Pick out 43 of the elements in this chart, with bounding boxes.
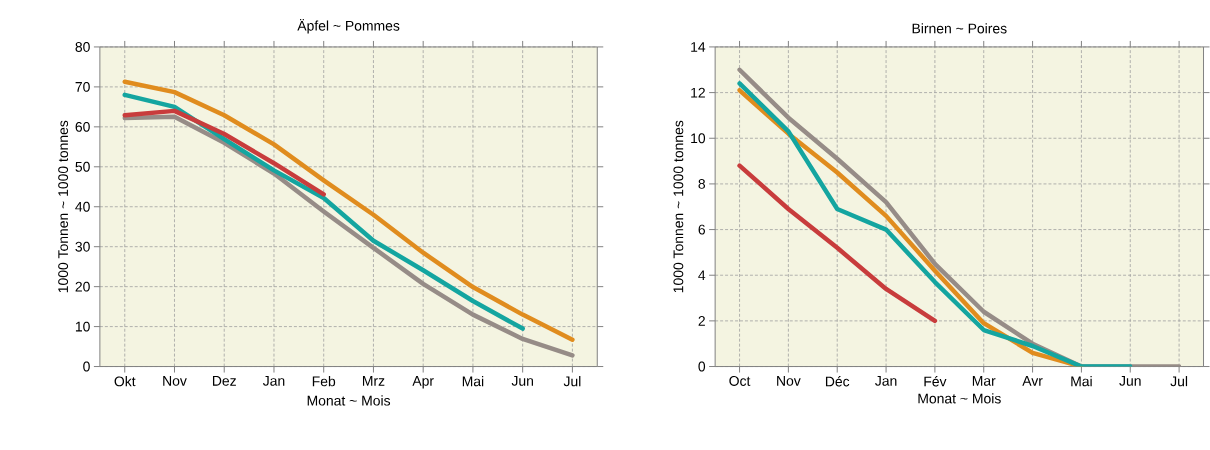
- y-tick-label: 2: [698, 315, 705, 326]
- x-tick-label: Mar: [972, 375, 996, 386]
- x-tick-label: Okt: [114, 375, 136, 387]
- y-tick-label: 10: [691, 133, 706, 143]
- y-tick-label: 8: [698, 178, 706, 189]
- x-tick-label: Dez: [212, 375, 236, 386]
- x-tick-label: Déc: [825, 375, 850, 387]
- y-tick-label: 10: [75, 321, 90, 332]
- chart-title: Birnen ~ Poires: [912, 23, 1007, 34]
- y-tick-label: 4: [698, 270, 706, 280]
- x-tick-label: Feb: [312, 375, 336, 387]
- x-tick-label: Jan: [262, 375, 285, 386]
- y-tick-label: 14: [691, 41, 706, 52]
- y-axis-title: 1000 Tonnen ~ 1000 tonnes: [673, 120, 684, 293]
- y-tick-label: 0: [698, 361, 706, 372]
- x-tick-label: Avr: [1022, 375, 1043, 386]
- y-tick-label: 50: [75, 161, 90, 172]
- x-axis-title: Monat ~ Mois: [307, 395, 391, 406]
- x-axis-title: Monat ~ Mois: [918, 393, 1001, 404]
- y-tick-label: 30: [75, 241, 90, 252]
- y-tick-label: 0: [83, 361, 90, 372]
- chart-title: Äpfel ~ Pommes: [297, 18, 400, 34]
- x-tick-label: Jun: [511, 375, 533, 386]
- x-tick-label: Oct: [729, 375, 751, 386]
- y-tick-label: 12: [691, 87, 705, 98]
- y-tick-label: 40: [75, 201, 90, 212]
- x-tick-label: Mai: [1071, 375, 1092, 387]
- x-tick-label: Jul: [1170, 375, 1188, 387]
- y-tick-label: 80: [75, 41, 90, 52]
- x-tick-label: Jun: [1119, 375, 1141, 386]
- x-tick-label: Jan: [875, 375, 897, 386]
- x-tick-label: Jul: [563, 375, 581, 387]
- x-tick-label: Mai: [462, 375, 484, 387]
- y-tick-label: 20: [75, 281, 90, 292]
- x-tick-label: Mrz: [362, 375, 385, 386]
- y-tick-label: 70: [75, 81, 90, 92]
- y-tick-label: 60: [75, 121, 90, 132]
- x-tick-label: Fév: [924, 375, 947, 387]
- x-tick-label: Nov: [777, 375, 801, 386]
- x-tick-label: Apr: [412, 375, 434, 389]
- x-tick-label: Nov: [163, 375, 187, 386]
- y-tick-label: 6: [698, 224, 705, 235]
- y-axis-title: 1000 Tonnen ~ 1000 tonnes: [58, 120, 69, 293]
